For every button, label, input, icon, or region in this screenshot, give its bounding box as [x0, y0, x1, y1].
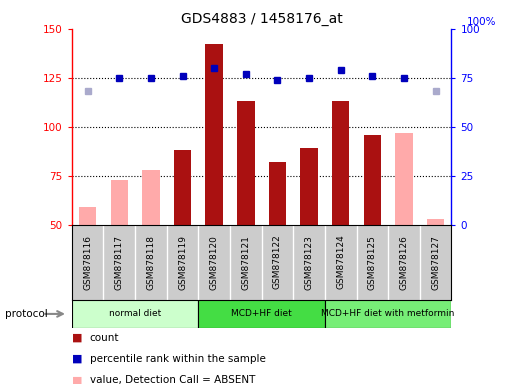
- Title: GDS4883 / 1458176_at: GDS4883 / 1458176_at: [181, 12, 343, 26]
- Text: GSM878127: GSM878127: [431, 235, 440, 290]
- Text: normal diet: normal diet: [109, 310, 161, 318]
- Bar: [325, 300, 451, 328]
- Bar: [427, 219, 444, 225]
- Text: count: count: [90, 333, 120, 343]
- Text: GSM878120: GSM878120: [210, 235, 219, 290]
- Text: GSM878123: GSM878123: [305, 235, 313, 290]
- Text: GSM878121: GSM878121: [241, 235, 250, 290]
- Bar: [199, 300, 325, 328]
- Text: ■: ■: [72, 333, 82, 343]
- Text: protocol: protocol: [5, 309, 48, 319]
- Text: ■: ■: [72, 375, 82, 384]
- Bar: [396, 132, 412, 225]
- Text: GSM878119: GSM878119: [178, 235, 187, 290]
- Text: MCD+HF diet: MCD+HF diet: [231, 310, 292, 318]
- Text: ■: ■: [72, 354, 82, 364]
- Bar: [301, 148, 318, 225]
- Text: GSM878116: GSM878116: [83, 235, 92, 290]
- Bar: [72, 300, 199, 328]
- Text: GSM878118: GSM878118: [146, 235, 155, 290]
- Text: percentile rank within the sample: percentile rank within the sample: [90, 354, 266, 364]
- Bar: [206, 45, 223, 225]
- Y-axis label: 100%: 100%: [467, 17, 497, 27]
- Bar: [364, 134, 381, 225]
- Text: GSM878126: GSM878126: [400, 235, 408, 290]
- Text: GSM878124: GSM878124: [336, 235, 345, 290]
- Text: GSM878122: GSM878122: [273, 235, 282, 290]
- Bar: [142, 170, 160, 225]
- Bar: [79, 207, 96, 225]
- Text: value, Detection Call = ABSENT: value, Detection Call = ABSENT: [90, 375, 255, 384]
- Text: GSM878125: GSM878125: [368, 235, 377, 290]
- Text: GSM878117: GSM878117: [115, 235, 124, 290]
- Bar: [269, 162, 286, 225]
- Bar: [332, 101, 349, 225]
- Text: MCD+HF diet with metformin: MCD+HF diet with metformin: [322, 310, 455, 318]
- Bar: [237, 101, 254, 225]
- Bar: [174, 150, 191, 225]
- Bar: [111, 180, 128, 225]
